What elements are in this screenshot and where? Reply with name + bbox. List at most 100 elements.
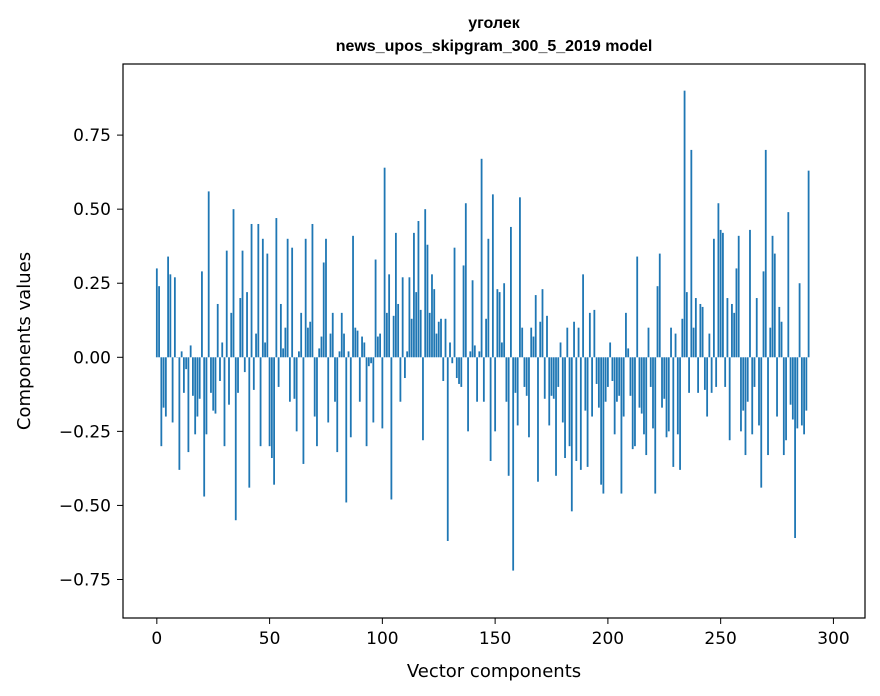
bar-217 [645,357,648,456]
bar-3 [162,357,165,408]
bar-120 [426,244,429,358]
bar-221 [654,357,657,494]
bar-27 [216,303,219,358]
bar-132 [453,247,456,358]
bar-38 [241,250,244,358]
bar-179 [559,342,562,358]
bar-122 [431,274,433,358]
bar-59 [288,357,291,402]
bar-114 [413,232,415,358]
bar-126 [440,318,442,358]
bar-251 [722,232,724,358]
bar-88 [354,327,357,358]
bar-44 [255,333,257,358]
bar-65 [302,357,305,464]
bar-25 [212,357,215,411]
bar-21 [203,357,206,497]
bar-134 [458,357,460,384]
bar-102 [385,312,388,358]
bar-123 [433,289,436,358]
bar-192 [588,312,591,358]
bar-135 [460,357,463,387]
bar-90 [358,357,361,402]
bar-177 [555,357,557,476]
bar-170 [539,321,542,358]
bar-265 [753,357,756,387]
bar-143 [478,351,481,358]
bar-63 [298,351,300,358]
bar-140 [471,280,474,358]
bar-190 [584,357,587,411]
bar-271 [767,357,769,456]
bar-87 [352,235,354,358]
bar-237 [690,149,693,358]
bar-258 [737,235,740,358]
bar-55 [279,303,282,358]
bar-202 [611,357,614,381]
bar-15 [189,345,192,358]
bar-224 [661,357,663,408]
bar-162 [521,327,524,358]
bar-52 [273,357,275,485]
bar-24 [210,357,212,393]
bar-115 [415,292,418,358]
bar-33 [230,312,233,358]
bar-107 [397,303,400,358]
bar-81 [338,351,341,358]
bar-277 [780,321,783,358]
bar-77 [329,333,332,358]
bar-108 [399,357,402,402]
bar-199 [604,357,607,402]
bar-210 [629,357,632,396]
bar-270 [764,149,767,358]
bar-110 [404,357,406,379]
bar-71 [316,357,318,447]
y-tick-label: −0.50 [59,496,111,516]
bar-212 [634,357,636,447]
bar-184 [570,357,573,512]
bar-203 [613,357,616,435]
bar-67 [307,327,309,358]
bar-96 [372,357,375,423]
bar-219 [649,357,652,387]
bar-130 [449,342,451,358]
bar-69 [311,223,314,358]
x-axis: 0 50 100 150 200 250 300 [151,618,850,649]
bar-260 [742,357,745,411]
bar-268 [760,357,763,488]
bar-160 [516,357,519,426]
bar-279 [785,357,787,441]
bar-186 [575,357,578,461]
bar-137 [464,203,467,358]
bar-112 [408,277,411,358]
bar-195 [595,357,598,384]
bar-276 [778,306,781,358]
bar-62 [295,357,298,432]
bar-287 [803,357,805,435]
bar-111 [406,351,409,358]
bar-197 [600,357,603,485]
bar-144 [480,158,483,358]
bar-57 [284,327,287,358]
bar-124 [435,333,438,358]
bar-85 [347,351,350,358]
bar-236 [688,357,690,393]
bar-101 [383,167,386,358]
bar-286 [800,357,803,426]
bar-74 [322,262,325,358]
bar-series [155,90,810,571]
bar-226 [665,357,668,438]
plot-frame [122,63,866,619]
bar-51 [270,357,273,459]
bar-92 [363,342,366,358]
bar-54 [277,357,280,387]
bar-234 [683,90,686,358]
bar-11 [180,351,183,358]
bar-244 [706,357,709,417]
bar-255 [731,303,733,358]
bar-252 [724,357,727,387]
bar-64 [300,312,303,358]
bar-178 [557,357,560,387]
bar-139 [469,351,472,358]
bar-95 [370,357,372,364]
